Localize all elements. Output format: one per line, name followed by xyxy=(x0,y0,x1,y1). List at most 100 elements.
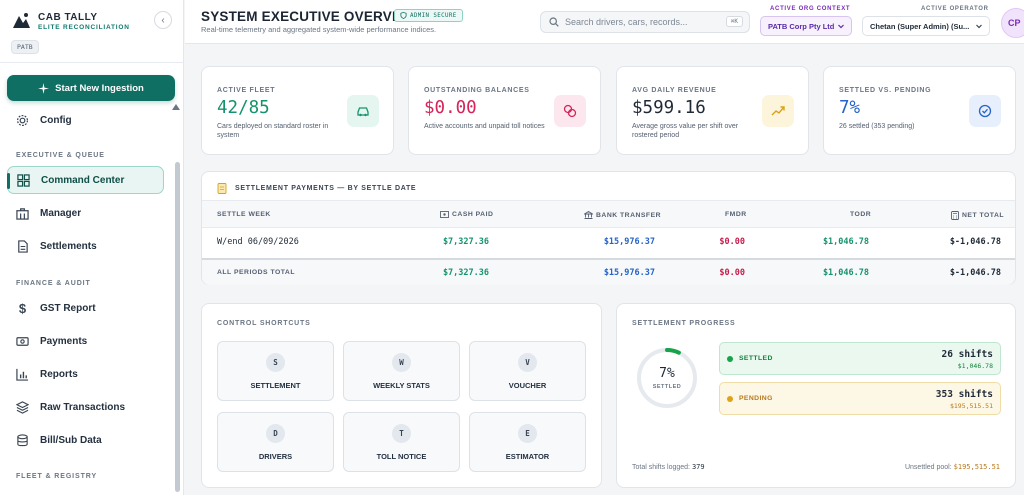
database-icon xyxy=(17,433,28,446)
status-dot xyxy=(727,355,733,362)
page-subtitle: Real-time telemetry and aggregated syste… xyxy=(201,25,437,34)
shortcut-key: T xyxy=(392,424,411,443)
org-chip: PATB xyxy=(11,40,39,54)
kpi-value: 7% xyxy=(839,98,861,118)
shortcut-weekly-stats[interactable]: W WEEKLY STATS xyxy=(343,341,460,401)
sidebar-item-label: Settlements xyxy=(40,240,97,252)
brand[interactable]: CAB TALLY ELITE RECONCILIATION xyxy=(10,10,130,32)
logo-icon xyxy=(13,13,30,28)
collapse-sidebar-button[interactable]: ‹ xyxy=(154,11,172,29)
sidebar-scrollbar[interactable] xyxy=(175,162,180,492)
section-finance-audit: FINANCE & AUDIT xyxy=(16,280,91,287)
totals-label: ALL PERIODS TOTAL xyxy=(217,269,295,276)
receipt-icon xyxy=(217,183,227,194)
column-header-todr[interactable]: TODR xyxy=(850,211,872,218)
sidebar-item-reports[interactable]: Reports xyxy=(7,360,164,388)
footer-label: Total shifts logged: xyxy=(632,464,690,471)
sidebar-item-bill-sub-data[interactable]: Bill/Sub Data xyxy=(7,426,164,454)
sidebar-item-label: Manager xyxy=(40,207,82,219)
kpi-value: $599.16 xyxy=(632,98,706,118)
document-icon xyxy=(18,239,28,253)
sidebar-item-settlements[interactable]: Settlements xyxy=(7,232,164,260)
progress-row-settled: SETTLED 26 shifts $1,046.78 xyxy=(719,342,1001,375)
settled-label: SETTLED xyxy=(739,355,773,362)
sidebar-item-label: Reports xyxy=(40,368,78,380)
shortcut-key: E xyxy=(518,424,537,443)
operator-select[interactable]: Chetan (Super Admin) (Su... xyxy=(862,16,990,36)
column-header-fmdr[interactable]: FMDR xyxy=(725,211,747,218)
total-net: $-1,046.78 xyxy=(949,268,1001,278)
kpi-value: 42/85 xyxy=(217,98,270,118)
sidebar-item-manager[interactable]: Manager xyxy=(7,199,164,227)
shortcut-key: V xyxy=(518,353,537,372)
section-fleet-registry: FLEET & REGISTRY xyxy=(16,473,98,480)
table-total-row: ALL PERIODS TOTAL $7,327.36 $15,976.37 $… xyxy=(202,258,1015,285)
column-header-label: NET TOTAL xyxy=(962,212,1005,219)
table-title-text: SETTLEMENT PAYMENTS — BY SETTLE DATE xyxy=(235,185,417,192)
car-icon xyxy=(347,95,379,127)
cell-todr: $1,046.78 xyxy=(822,237,869,247)
settled-count: 26 shifts xyxy=(941,349,993,360)
total-fmdr: $0.00 xyxy=(719,268,745,278)
search-input[interactable] xyxy=(565,17,715,27)
top-header: SYSTEM EXECUTIVE OVERVIEW ADMIN SECURE R… xyxy=(185,0,1024,44)
footer-value: $195,515.51 xyxy=(953,463,1000,471)
scroll-up-arrow[interactable] xyxy=(172,104,180,110)
org-context-select[interactable]: PATB Corp Pty Ltd xyxy=(760,16,852,36)
cash-icon xyxy=(16,336,29,346)
avatar[interactable]: CP xyxy=(1001,8,1024,38)
total-bank-transfer: $15,976.37 xyxy=(603,268,655,278)
org-context-label: ACTIVE ORG CONTEXT xyxy=(770,6,851,12)
sidebar: CAB TALLY ELITE RECONCILIATION ‹ PATB St… xyxy=(0,0,184,495)
sparkle-icon xyxy=(38,82,50,94)
cell-bank-transfer: $15,976.37 xyxy=(603,237,655,247)
column-header-cash-paid[interactable]: CASH PAID xyxy=(440,211,493,218)
calculator-icon xyxy=(951,211,959,220)
progress-row-label: SETTLED xyxy=(727,355,773,362)
pending-count: 353 shifts xyxy=(935,389,993,400)
column-header-settle-week[interactable]: SETTLE WEEK xyxy=(217,211,271,218)
progress-ring xyxy=(637,348,697,408)
column-header-net-total[interactable]: NET TOTAL xyxy=(951,211,1004,220)
sidebar-item-label: Config xyxy=(40,114,72,126)
kpi-description: Cars deployed on standard roster in syst… xyxy=(217,123,329,140)
kpi-card-active-fleet: ACTIVE FLEET 42/85 Cars deployed on stan… xyxy=(201,66,394,155)
progress-row-label: PENDING xyxy=(727,395,773,402)
settlement-payments-table: SETTLEMENT PAYMENTS — BY SETTLE DATE SET… xyxy=(201,171,1016,285)
start-new-ingestion-button[interactable]: Start New Ingestion xyxy=(7,75,175,101)
sidebar-item-config[interactable]: Config xyxy=(7,106,164,134)
table-title: SETTLEMENT PAYMENTS — BY SETTLE DATE xyxy=(217,183,416,194)
building-icon xyxy=(16,207,29,220)
shortcut-label: TOLL NOTICE xyxy=(376,452,427,461)
kpi-label: ACTIVE FLEET xyxy=(217,87,276,94)
trend-up-icon xyxy=(762,95,794,127)
section-title: SETTLEMENT PROGRESS xyxy=(632,320,736,327)
search-box[interactable]: ⌘K xyxy=(540,11,750,33)
settlement-progress-card: SETTLEMENT PROGRESS 7% SETTLED SETTLED 2… xyxy=(616,303,1016,488)
shortcut-drivers[interactable]: D DRIVERS xyxy=(217,412,334,472)
sidebar-item-gst-report[interactable]: $ GST Report xyxy=(7,294,164,322)
shortcut-estimator[interactable]: E ESTIMATOR xyxy=(469,412,586,472)
sidebar-item-raw-transactions[interactable]: Raw Transactions xyxy=(7,393,164,421)
bar-chart-icon xyxy=(16,368,29,381)
sidebar-item-payments[interactable]: Payments xyxy=(7,327,164,355)
progress-percent: 7% xyxy=(659,366,675,381)
shortcut-key: S xyxy=(266,353,285,372)
unsettled-pool: Unsettled pool: $195,515.51 xyxy=(905,463,1000,471)
shortcut-toll-notice[interactable]: T TOLL NOTICE xyxy=(343,412,460,472)
sidebar-item-label: Bill/Sub Data xyxy=(40,434,102,446)
shortcut-key: W xyxy=(392,353,411,372)
sidebar-item-command-center[interactable]: Command Center xyxy=(7,166,164,194)
kpi-label: AVG DAILY REVENUE xyxy=(632,87,717,94)
operator-label: ACTIVE OPERATOR xyxy=(921,6,989,12)
column-header-bank-transfer[interactable]: BANK TRANSFER xyxy=(584,211,661,219)
shortcut-key: D xyxy=(266,424,285,443)
kpi-card-outstanding-balances: OUTSTANDING BALANCES $0.00 Active accoun… xyxy=(408,66,601,155)
bank-icon xyxy=(584,211,593,219)
shortcut-voucher[interactable]: V VOUCHER xyxy=(469,341,586,401)
sidebar-item-label: Command Center xyxy=(41,174,125,186)
brand-title: CAB TALLY xyxy=(38,11,98,23)
section-executive-queue: EXECUTIVE & QUEUE xyxy=(16,152,105,159)
shortcut-settlement[interactable]: S SETTLEMENT xyxy=(217,341,334,401)
pending-amount: $195,515.51 xyxy=(949,402,993,410)
